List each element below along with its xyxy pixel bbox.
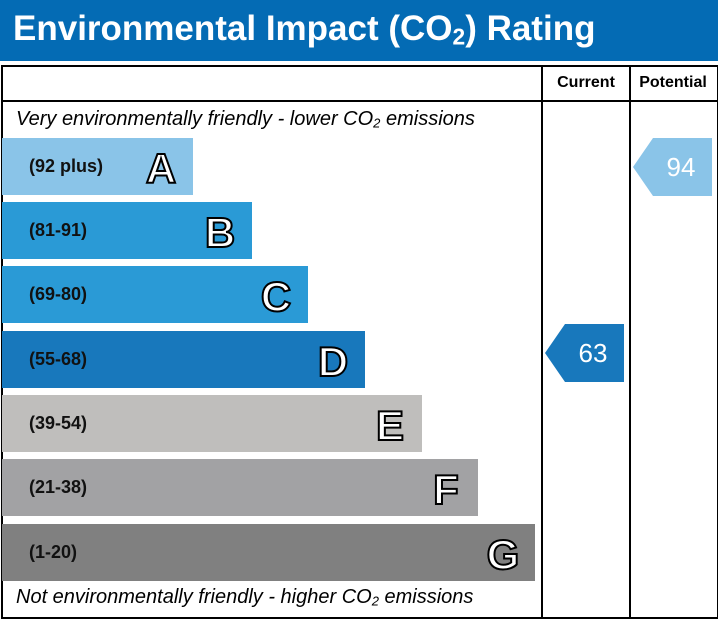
svg-text:E: E (376, 402, 404, 449)
band-range-label: (92 plus) (29, 156, 104, 176)
svg-text:C: C (261, 273, 291, 320)
header-divider (1, 100, 717, 102)
band-letter: E (375, 401, 405, 450)
bottom-note: Not environmentally friendly - higher CO… (16, 586, 474, 609)
bar-g: (1-20) G (2, 524, 535, 581)
potential-column-header: Potential (639, 74, 707, 91)
bar-c: (69-80) C (2, 266, 308, 323)
band-letter: B (204, 208, 236, 257)
svg-text:B: B (205, 209, 235, 256)
title-bar: Environmental Impact (CO2) Rating (0, 0, 718, 61)
svg-text:D: D (318, 338, 348, 385)
current-column-header: Current (557, 74, 615, 91)
band-letter: F (432, 465, 460, 514)
band-letter: G (486, 530, 521, 579)
svg-text:A: A (146, 145, 176, 192)
top-note: Very environmentally friendly - lower CO… (16, 108, 475, 131)
svg-text:G: G (487, 531, 520, 578)
band-range-label: (1-20) (29, 542, 78, 562)
band-letter: C (260, 272, 292, 321)
band-range-label: (39-54) (29, 413, 88, 433)
chart-title: Environmental Impact (CO2) Rating (13, 9, 596, 50)
current-rating-value: 63 (578, 337, 608, 368)
column-divider-potential (629, 65, 631, 619)
band-range-label: (21-38) (29, 477, 88, 497)
band-range-label: (69-80) (29, 284, 88, 304)
potential-rating-value: 94 (666, 151, 696, 182)
band-range-label: (81-91) (29, 220, 88, 240)
bar-f: (21-38) F (2, 459, 478, 516)
bar-b: (81-91) B (2, 202, 252, 259)
band-letter: D (317, 337, 349, 386)
bar-e: (39-54) E (2, 395, 422, 452)
column-divider-current (541, 65, 543, 619)
bar-d: (55-68) D (2, 331, 365, 388)
svg-text:F: F (433, 466, 459, 513)
bar-a: (92 plus) A (2, 138, 193, 195)
band-letter: A (145, 144, 177, 193)
band-range-label: (55-68) (29, 349, 88, 369)
